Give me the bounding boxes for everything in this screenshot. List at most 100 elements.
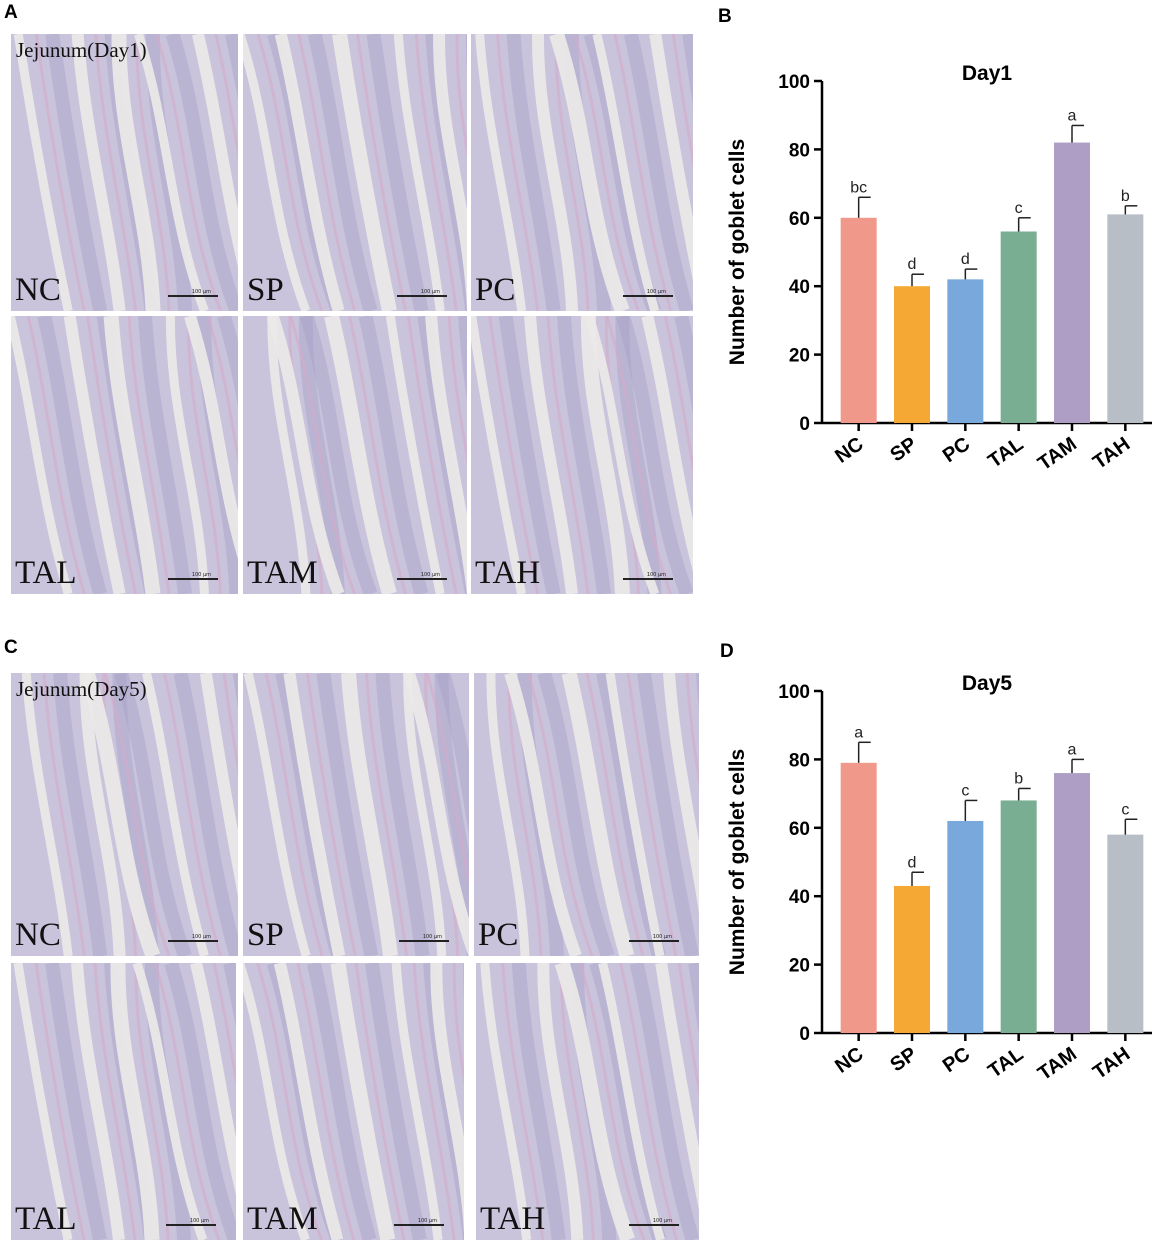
bar-tah — [1107, 214, 1144, 423]
scale-bar — [629, 1224, 679, 1226]
scale-bar — [168, 578, 218, 580]
scale-bar-label: 100 μm — [420, 289, 440, 295]
scale-bar — [166, 1224, 216, 1226]
scale-bar-label: 100 μm — [646, 572, 666, 578]
bar-pc — [947, 820, 984, 1033]
micrograph-label: TAL — [15, 1201, 77, 1237]
x-tick-label: SP — [886, 1043, 920, 1076]
y-tick-label: 0 — [799, 1024, 810, 1045]
micrograph-label: SP — [247, 917, 284, 953]
significance-letter: b — [1014, 770, 1023, 787]
micrograph-pc: PC 100 μm — [474, 673, 699, 956]
x-tick-label: TAL — [984, 1043, 1027, 1082]
scale-bar — [394, 1224, 444, 1226]
significance-letter: c — [1015, 200, 1023, 217]
panel-letter-c: C — [4, 637, 18, 658]
significance-letter: d — [908, 854, 917, 871]
micrograph-nc: NC 100 μm — [11, 34, 238, 311]
scale-bar — [629, 940, 679, 942]
tissue-texture — [474, 673, 699, 956]
tissue-texture — [11, 673, 238, 956]
significance-letter: c — [1121, 801, 1129, 818]
y-tick-label: 20 — [789, 346, 810, 367]
micrograph-nc: NC 100 μm — [11, 673, 238, 956]
y-tick-label: 100 — [778, 72, 810, 93]
scale-bar-label: 100 μm — [422, 934, 442, 940]
micrograph-label: NC — [15, 917, 61, 953]
micrograph-pc: PC 100 μm — [471, 34, 693, 311]
x-tick-label: SP — [886, 433, 920, 466]
scale-bar — [168, 295, 218, 297]
bar-nc — [840, 217, 877, 423]
scale-bar — [623, 578, 673, 580]
micrograph-tal: TAL 100 μm — [11, 316, 238, 594]
scale-bar — [168, 940, 218, 942]
tissue-texture — [471, 316, 693, 594]
micrograph-label: TAM — [247, 1201, 318, 1237]
y-tick-label: 80 — [789, 750, 810, 771]
micrograph-tam: TAM 100 μm — [243, 316, 467, 594]
panel-letter-a: A — [4, 2, 18, 23]
bar-tam — [1054, 142, 1090, 423]
x-tick-label: TAM — [1034, 433, 1081, 475]
panel-letter-b: B — [718, 6, 732, 27]
significance-letter: a — [1068, 107, 1077, 124]
micrograph-title-day5: Jejunum(Day5) — [16, 677, 147, 701]
y-tick-label: 40 — [789, 887, 810, 908]
bar-nc — [840, 762, 877, 1033]
scale-bar-label: 100 μm — [191, 572, 211, 578]
tissue-texture — [11, 34, 238, 311]
tissue-texture — [243, 316, 467, 594]
tissue-texture — [11, 316, 238, 594]
scale-bar-label: 100 μm — [417, 1218, 437, 1224]
significance-letter: a — [854, 724, 863, 741]
chart-title: Day5 — [962, 672, 1013, 695]
y-axis-label: Number of goblet cells — [726, 749, 749, 975]
scale-bar-label: 100 μm — [189, 1218, 209, 1224]
micrograph-label: PC — [478, 917, 519, 953]
x-tick-label: PC — [939, 1043, 974, 1077]
significance-letter: c — [961, 782, 969, 799]
micrograph-sp: SP 100 μm — [243, 34, 467, 311]
scale-bar — [399, 940, 449, 942]
micrograph-label: PC — [475, 272, 516, 308]
y-tick-label: 60 — [789, 819, 810, 840]
chart-title: Day1 — [962, 62, 1013, 85]
bar-tam — [1054, 773, 1090, 1033]
bar-sp — [894, 885, 930, 1033]
scale-bar-label: 100 μm — [420, 572, 440, 578]
micrograph-label: TAH — [475, 555, 541, 591]
goblet-cells-day5-chart: Day5 Number of goblet cells 0 20 40 60 80 100 a N… — [726, 672, 1152, 1085]
micrograph-tah: TAH 100 μm — [471, 316, 693, 594]
y-tick-label: 20 — [789, 956, 810, 977]
scale-bar-label: 100 μm — [191, 289, 211, 295]
tissue-texture — [243, 963, 464, 1240]
y-tick-label: 80 — [789, 140, 810, 161]
significance-letter: a — [1068, 741, 1077, 758]
significance-letter: b — [1121, 188, 1130, 205]
significance-letter: d — [908, 256, 917, 273]
scale-bar-label: 100 μm — [191, 934, 211, 940]
x-tick-label: NC — [831, 433, 867, 468]
bar-tah — [1107, 834, 1144, 1033]
tissue-texture — [471, 34, 693, 311]
micrograph-label: NC — [15, 272, 61, 308]
micrograph-label: TAH — [480, 1201, 546, 1237]
micrograph-label: TAL — [15, 555, 77, 591]
y-axis-label: Number of goblet cells — [726, 139, 749, 365]
y-tick-label: 100 — [778, 682, 810, 703]
x-tick-label: TAL — [984, 433, 1027, 472]
x-tick-label: TAM — [1034, 1043, 1081, 1085]
micrograph-tah: TAH 100 μm — [476, 963, 699, 1240]
micrograph-label: SP — [247, 272, 284, 308]
panel-letter-d: D — [720, 641, 734, 662]
x-tick-label: TAH — [1089, 433, 1134, 474]
micrograph-title-day1: Jejunum(Day1) — [16, 38, 147, 62]
scale-bar — [623, 295, 673, 297]
micrograph-tam: TAM 100 μm — [243, 963, 464, 1240]
micrograph-sp: SP 100 μm — [243, 673, 469, 956]
scale-bar — [397, 578, 447, 580]
x-tick-label: NC — [831, 1043, 867, 1078]
y-tick-label: 0 — [799, 414, 810, 435]
